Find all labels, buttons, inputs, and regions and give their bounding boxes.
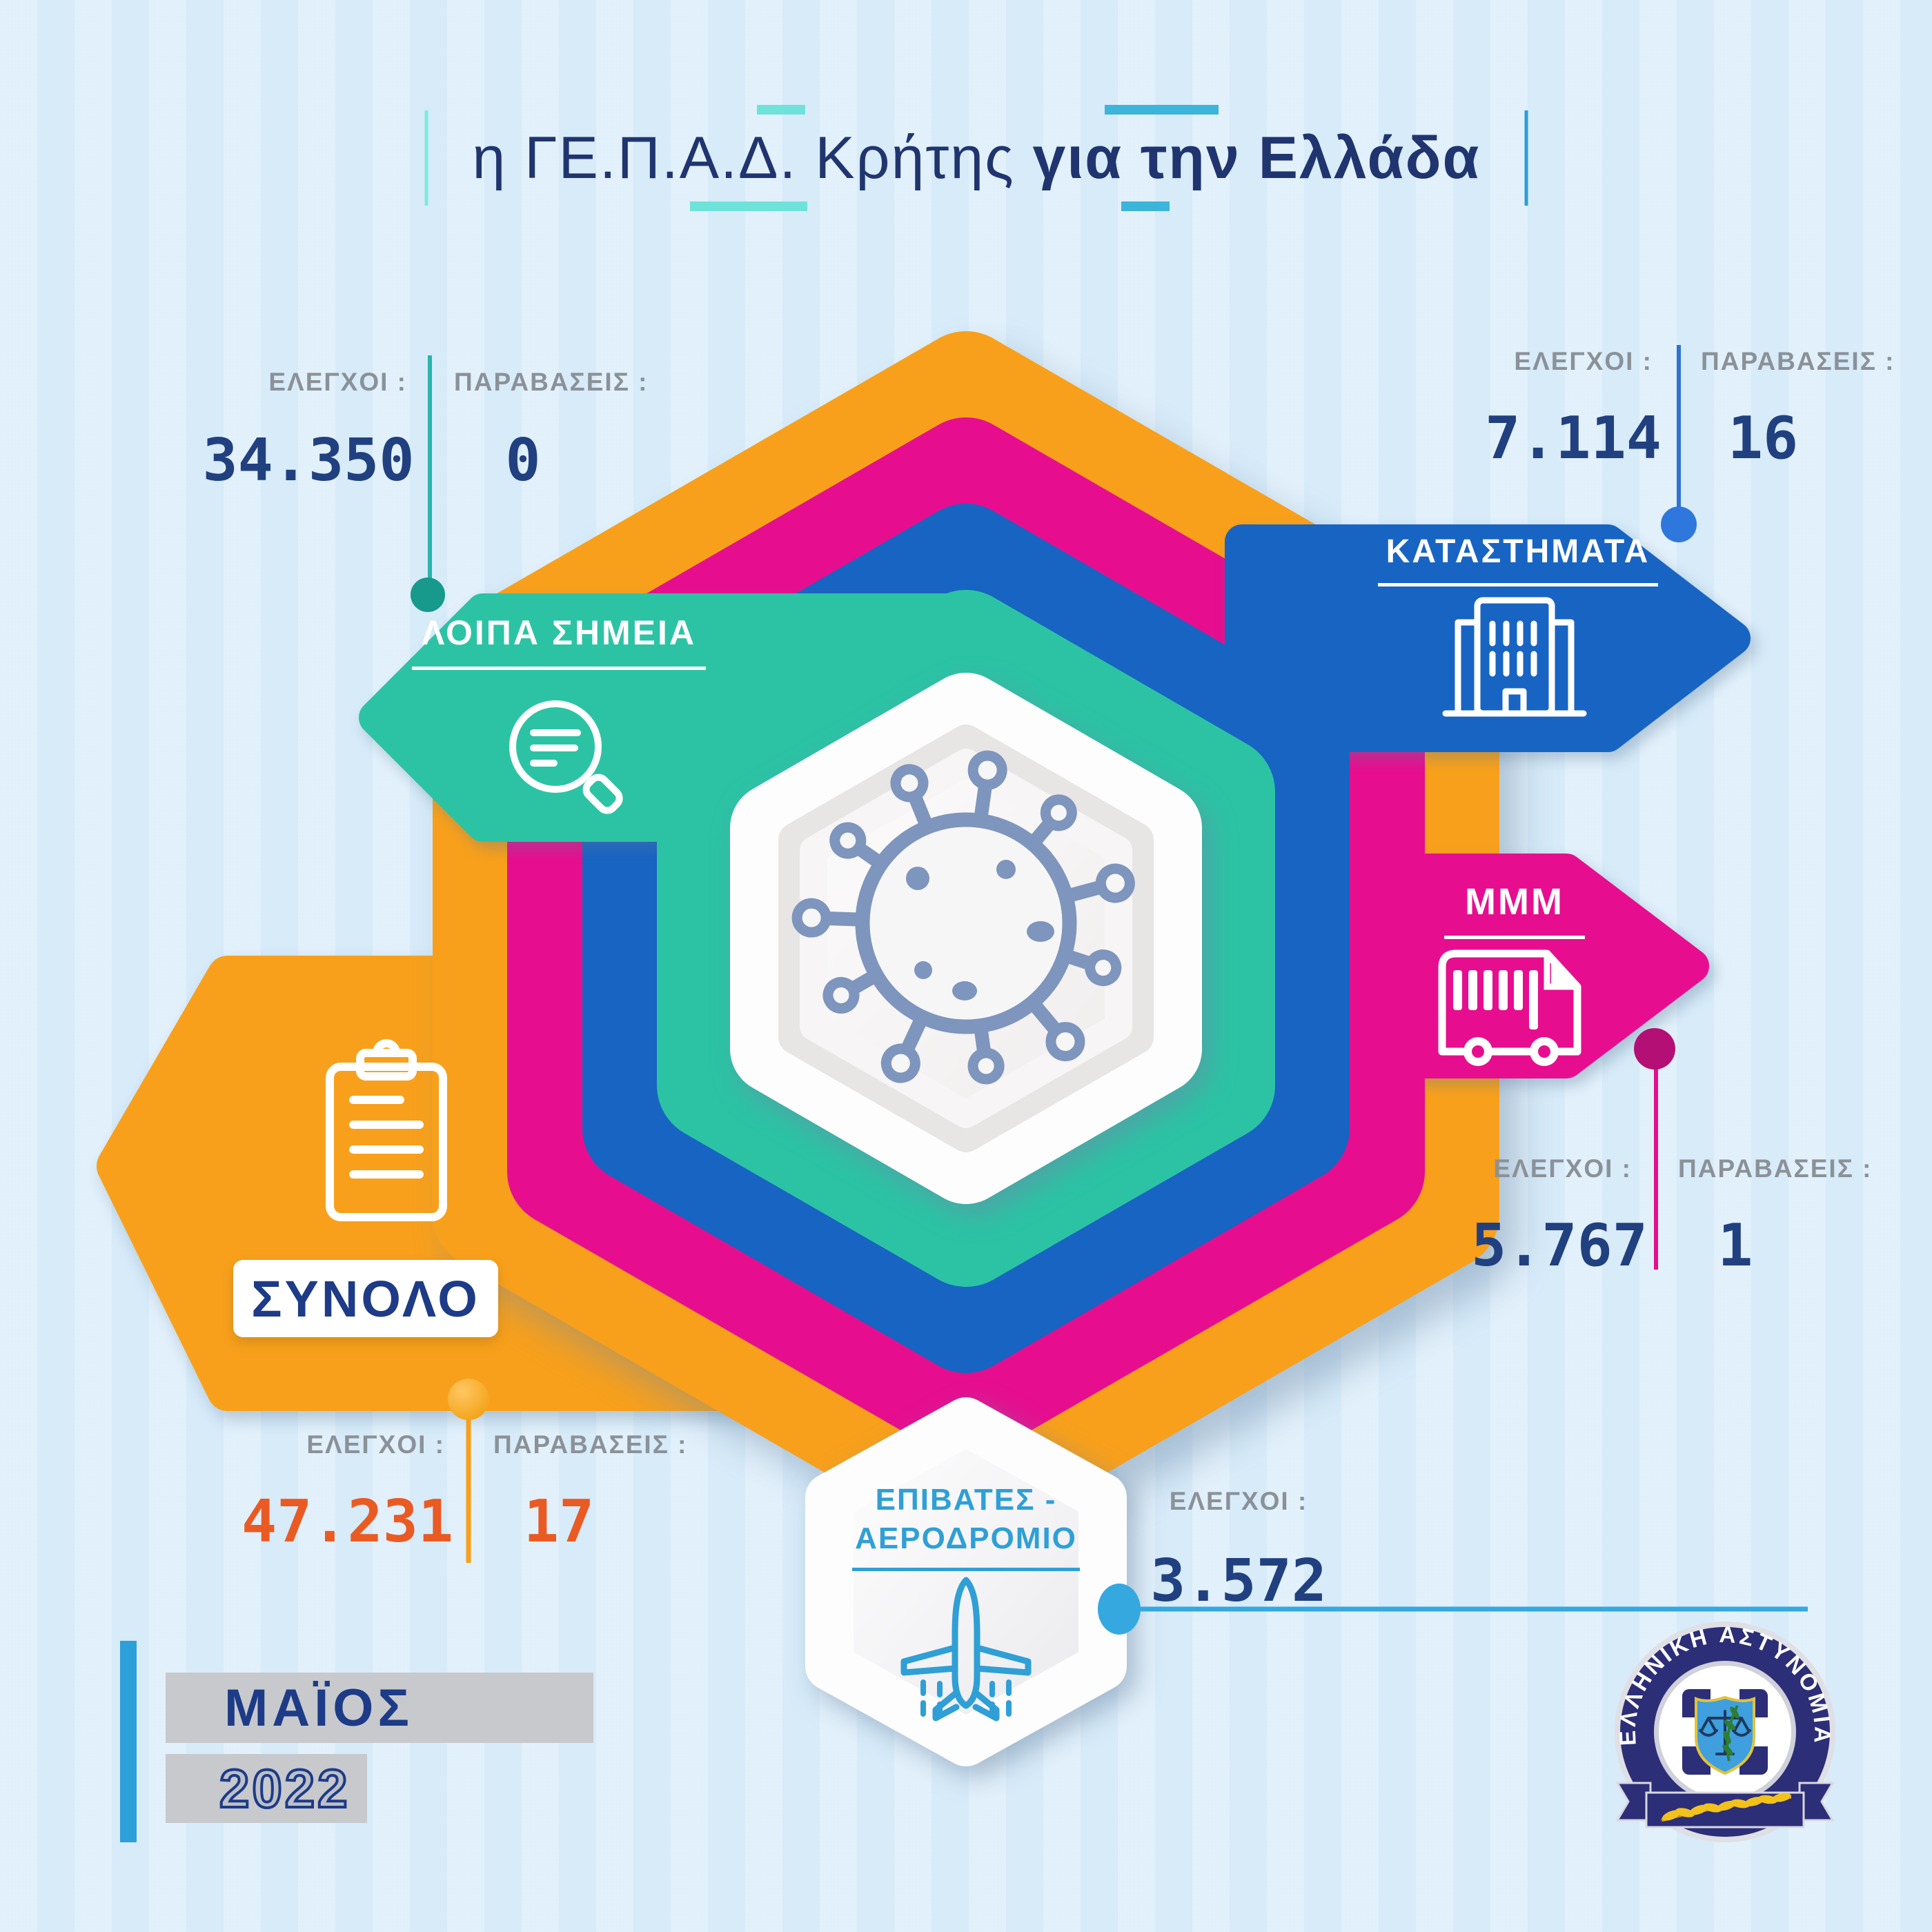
airport-label-line2: ΑΕΡΟΔΡΟΜΙΟ — [855, 1521, 1077, 1555]
period-accent-bar — [120, 1641, 137, 1842]
bus-icon — [1438, 949, 1581, 1066]
airport-label: ΕΠΙΒΑΤΕΣ - ΑΕΡΟΔΡΟΜΙΟ — [845, 1481, 1087, 1571]
other-points-checks-value: 34.350 — [202, 426, 415, 495]
airport-connector-dot — [1098, 1584, 1141, 1635]
public-transport-checks-value: 5.767 — [1471, 1212, 1648, 1280]
clipboard-icon — [326, 1039, 447, 1221]
other-points-banner-label: ΛΟΙΠΑ ΣΗΜΕΙΑ — [400, 613, 718, 670]
title-frame — [424, 105, 1528, 211]
logo-ribbon — [1615, 1782, 1835, 1828]
other-points-checks-label: ΕΛΕΓΧΟΙ : — [268, 368, 407, 396]
olive-branch-icon — [1722, 1705, 1739, 1762]
other-points-violations-label: ΠΑΡΑΒΑΣΕΙΣ : — [454, 368, 649, 396]
hellenic-police-logo: ΕΛΛΗΝΙΚΗ ΑΣΤΥΝΟΜΙΑ — [1615, 1621, 1835, 1842]
title-prefix: η ΓΕ.Π.Α.Δ. Κρήτης — [472, 124, 1033, 191]
connectors — [411, 345, 1808, 1635]
magnifier-document-icon — [509, 700, 623, 814]
building-icon — [1442, 597, 1587, 717]
period-year: 2022 — [166, 1754, 367, 1823]
public-transport-banner-label: ΜΜΜ — [1439, 880, 1590, 939]
period-month: ΜΑΪΟΣ — [166, 1673, 593, 1743]
total-badge: ΣΥΝΟΛΟ — [233, 1260, 498, 1337]
golden-branch — [1661, 1793, 1792, 1822]
public-transport-violations-label: ΠΑΡΑΒΑΣΕΙΣ : — [1678, 1154, 1873, 1183]
airport-checks-value: 3.572 — [1150, 1547, 1327, 1615]
total-connector-dot — [448, 1379, 489, 1420]
public-transport-checks-label: ΕΛΕΓΧΟΙ : — [1493, 1154, 1632, 1183]
airport-label-line1: ΕΠΙΒΑΤΕΣ - — [875, 1483, 1057, 1517]
stores-banner-label: ΚΑΤΑΣΤΗΜΑΤΑ — [1366, 533, 1670, 586]
other-points-connector-dot — [411, 578, 445, 612]
public-transport-violations-value: 1 — [1717, 1212, 1753, 1280]
total-checks-value: 47.231 — [241, 1488, 454, 1556]
virus-icon — [791, 750, 1135, 1085]
title-highlight: για την Ελλάδα — [1032, 124, 1481, 191]
public-transport-connector-dot — [1634, 1028, 1675, 1070]
airplane-icon — [900, 1577, 1032, 1725]
stores-checks-label: ΕΛΕΓΧΟΙ : — [1514, 347, 1653, 375]
total-checks-label: ΕΛΕΓΧΟΙ : — [306, 1430, 445, 1459]
other-points-violations-value: 0 — [505, 426, 541, 495]
page-title: η ΓΕ.Π.Α.Δ. Κρήτης για την Ελλάδα — [425, 110, 1528, 206]
stores-checks-value: 7.114 — [1485, 404, 1662, 473]
stores-violations-value: 16 — [1727, 404, 1799, 473]
total-violations-label: ΠΑΡΑΒΑΣΕΙΣ : — [493, 1430, 688, 1459]
stores-violations-label: ΠΑΡΑΒΑΣΕΙΣ : — [1701, 347, 1895, 375]
stores-connector-dot — [1661, 506, 1697, 542]
airport-checks-label: ΕΛΕΓΧΟΙ : — [1169, 1487, 1308, 1515]
total-violations-value: 17 — [523, 1488, 595, 1556]
